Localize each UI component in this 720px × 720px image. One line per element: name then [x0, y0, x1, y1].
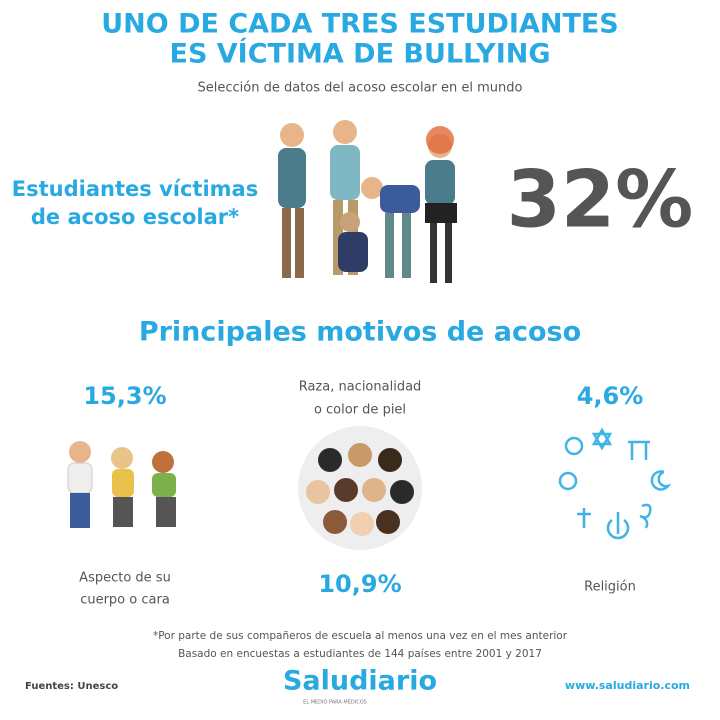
kids-illustration — [67, 441, 176, 528]
footnote: Basado en encuestas a estudiantes de 144… — [178, 648, 542, 660]
motive-label: Aspecto de su — [79, 571, 171, 586]
stat-label: de acoso escolar* — [31, 205, 239, 229]
footnote: *Por parte de sus compañeros de escuela … — [153, 630, 568, 642]
faces-illustration — [298, 426, 422, 550]
title-line: ES VÍCTIMA DE BULLYING — [170, 38, 551, 70]
subtitle: Selección de datos del acoso escolar en … — [198, 81, 523, 96]
motive-value: 4,6% — [577, 382, 644, 410]
motive-label: o color de piel — [314, 403, 406, 418]
logo[interactable]: Saludiario — [283, 666, 437, 697]
motive-value: 15,3% — [83, 382, 166, 410]
motive-value: 10,9% — [318, 570, 401, 598]
motive-label: Religión — [584, 580, 636, 595]
religion-symbols — [558, 427, 672, 540]
tagline: EL MEDIO PARA MÉDICOS — [303, 698, 367, 706]
stat-value: 32% — [507, 155, 694, 245]
title-line: UNO DE CADA TRES ESTUDIANTES — [101, 9, 619, 40]
motive-label: Raza, nacionalidad — [299, 380, 422, 395]
students-illustration — [278, 120, 457, 283]
stat-label: Estudiantes víctimas — [12, 177, 258, 201]
section-title: Principales motivos de acoso — [139, 317, 581, 348]
motive-label: cuerpo o cara — [80, 593, 170, 608]
url[interactable]: www.saludiario.com — [565, 679, 690, 692]
sources: Fuentes: Unesco — [25, 681, 118, 692]
